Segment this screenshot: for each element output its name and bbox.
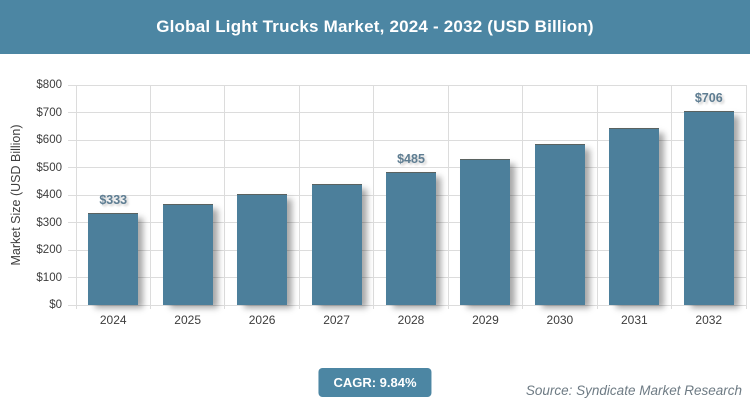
bar-2026 <box>237 194 288 305</box>
bar-value-label: $706 <box>694 90 723 105</box>
gridline-vertical <box>149 85 151 309</box>
y-axis-tick-label: $600 <box>36 134 62 146</box>
y-axis-tick-label: $300 <box>36 216 62 229</box>
y-axis-tick-label: $500 <box>36 161 62 174</box>
bar-2025 <box>162 204 213 305</box>
x-axis-tick-label: 2028 <box>397 313 425 327</box>
x-axis-tick-label: 2024 <box>99 313 127 327</box>
x-axis-tick-label: 2030 <box>546 313 574 327</box>
chart-title: Global Light Trucks Market, 2024 - 2032 … <box>156 17 594 36</box>
y-axis-tick-label: $400 <box>36 189 62 201</box>
y-axis-tick-label: $100 <box>36 271 62 284</box>
gridline-horizontal <box>68 304 746 306</box>
gridline-vertical <box>596 85 598 309</box>
chart-title-bar: Global Light Trucks Market, 2024 - 2032 … <box>0 0 750 54</box>
bar-2030 <box>534 144 585 305</box>
bar-2032 <box>683 110 734 305</box>
bar-value-label: $333 <box>99 193 128 208</box>
cagr-badge: CAGR: 9.84% <box>318 368 432 397</box>
bar-2028 <box>386 171 436 305</box>
x-axis-tick-label: 2025 <box>174 313 201 327</box>
bar-2024 <box>88 213 139 305</box>
gridline-vertical <box>745 85 747 309</box>
bar-value-label: $485 <box>397 151 425 166</box>
gridline-vertical <box>224 85 226 309</box>
bar-2027 <box>311 183 362 305</box>
x-axis-tick-label: 2026 <box>248 313 276 327</box>
x-axis-tick-label: 2027 <box>323 313 350 327</box>
y-axis-tick-label: $200 <box>36 244 62 256</box>
x-axis-tick-label: 2029 <box>472 313 499 327</box>
bar-2031 <box>609 128 660 305</box>
y-axis-tick-label: $800 <box>36 79 62 91</box>
gridline-vertical <box>671 85 673 309</box>
gridline-horizontal <box>68 167 746 168</box>
x-axis-tick-label: 2032 <box>695 313 723 327</box>
gridline-horizontal <box>68 84 746 86</box>
y-axis-tick-label: $700 <box>36 106 62 119</box>
bar-2029 <box>460 158 511 305</box>
gridline-vertical <box>75 85 77 309</box>
gridline-vertical <box>373 85 375 309</box>
gridline-vertical <box>447 85 449 309</box>
gridline-vertical <box>522 85 524 309</box>
source-text: Source: Syndicate Market Research <box>525 383 742 398</box>
gridline-horizontal <box>68 112 746 113</box>
gridline-horizontal <box>68 139 746 141</box>
gridline-vertical <box>298 85 300 309</box>
y-axis-tick-label: $0 <box>49 299 62 311</box>
x-axis-tick-label: 2031 <box>620 313 648 327</box>
